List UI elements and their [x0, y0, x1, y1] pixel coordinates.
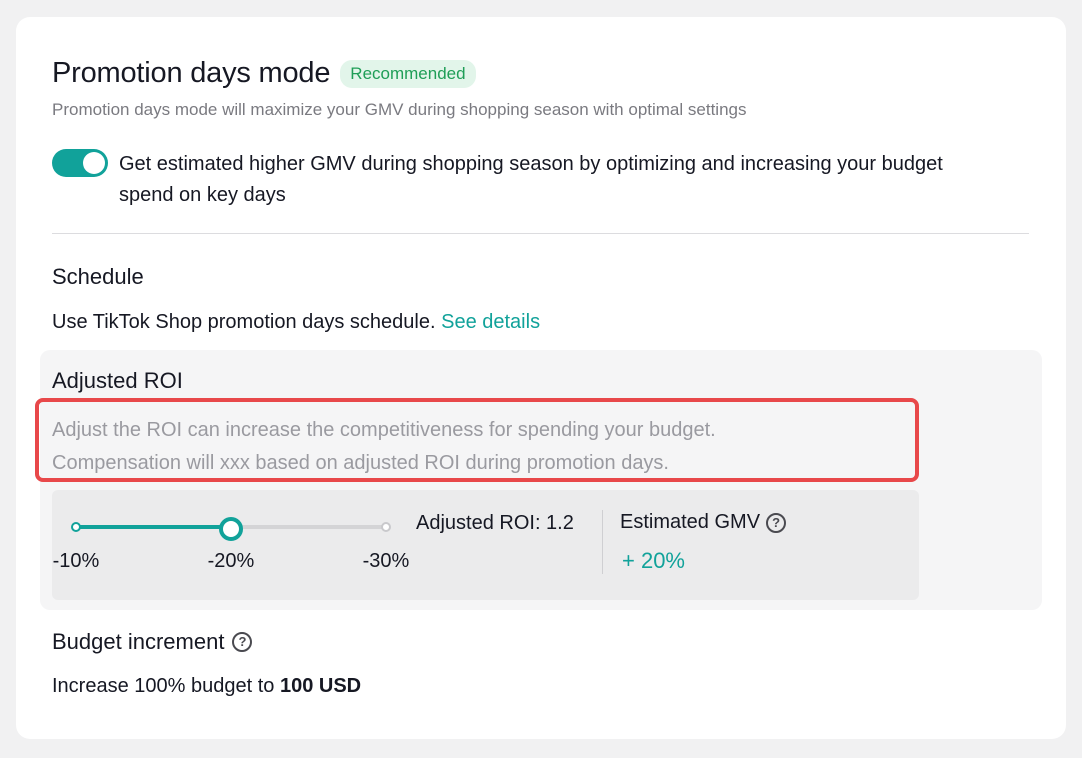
promotion-days-card: Promotion days mode Recommended Promotio… — [16, 17, 1066, 739]
toggle-knob — [83, 152, 105, 174]
estimated-gmv-value: + 20% — [622, 548, 685, 573]
description-line-1: Adjust the ROI can increase the competit… — [52, 419, 716, 441]
budget-prefix: Increase 100% budget to — [52, 675, 275, 697]
adjusted-roi-value: Adjusted ROI: 1.2 — [416, 512, 574, 534]
slider-thumb[interactable] — [219, 517, 243, 541]
roi-slider[interactable] — [71, 517, 391, 541]
adjusted-roi-panel: Adjusted ROI Adjust the ROI can increase… — [35, 350, 1042, 610]
title-row: Promotion days mode Recommended — [52, 57, 476, 90]
vertical-divider — [602, 510, 603, 574]
promotion-mode-toggle[interactable] — [52, 149, 108, 177]
budget-increment-title: Budget increment ? — [52, 629, 253, 655]
see-details-link[interactable]: See details — [441, 311, 541, 333]
schedule-description: Use TikTok Shop promotion days schedule.… — [52, 311, 540, 334]
adjusted-roi-description: Adjust the ROI can increase the competit… — [52, 414, 912, 480]
page-subtitle: Promotion days mode will maximize your G… — [52, 100, 747, 119]
slider-stop[interactable] — [71, 522, 81, 532]
adjusted-roi-title: Adjusted ROI — [52, 368, 183, 393]
estimated-gmv-label: Estimated GMV ? — [620, 511, 787, 534]
help-icon[interactable]: ? — [766, 512, 787, 533]
estimated-gmv-text: Estimated GMV — [620, 511, 761, 533]
help-icon[interactable]: ? — [232, 632, 253, 652]
slider-stop[interactable] — [381, 522, 391, 532]
slider-tick-label: -10% — [52, 550, 100, 572]
roi-settings-box: -10% -20% -30% Adjusted ROI: 1.2 Estimat… — [52, 490, 919, 600]
budget-amount: 100 USD — [279, 675, 362, 697]
budget-description: Increase 100% budget to 100 USD — [52, 675, 361, 698]
schedule-title: Schedule — [52, 264, 144, 289]
slider-tick-label: -20% — [207, 550, 255, 572]
page-title: Promotion days mode — [52, 57, 331, 89]
slider-tick-label: -30% — [362, 550, 410, 572]
section-divider — [52, 233, 1029, 234]
budget-increment-text: Budget increment — [52, 629, 225, 654]
schedule-text: Use TikTok Shop promotion days schedule. — [52, 311, 436, 333]
highlight-box — [35, 398, 919, 482]
toggle-description: Get estimated higher GMV during shopping… — [119, 153, 943, 206]
slider-fill — [76, 525, 231, 529]
description-line-2: Compensation will xxx based on adjusted … — [52, 452, 669, 474]
recommended-badge: Recommended — [340, 59, 476, 88]
